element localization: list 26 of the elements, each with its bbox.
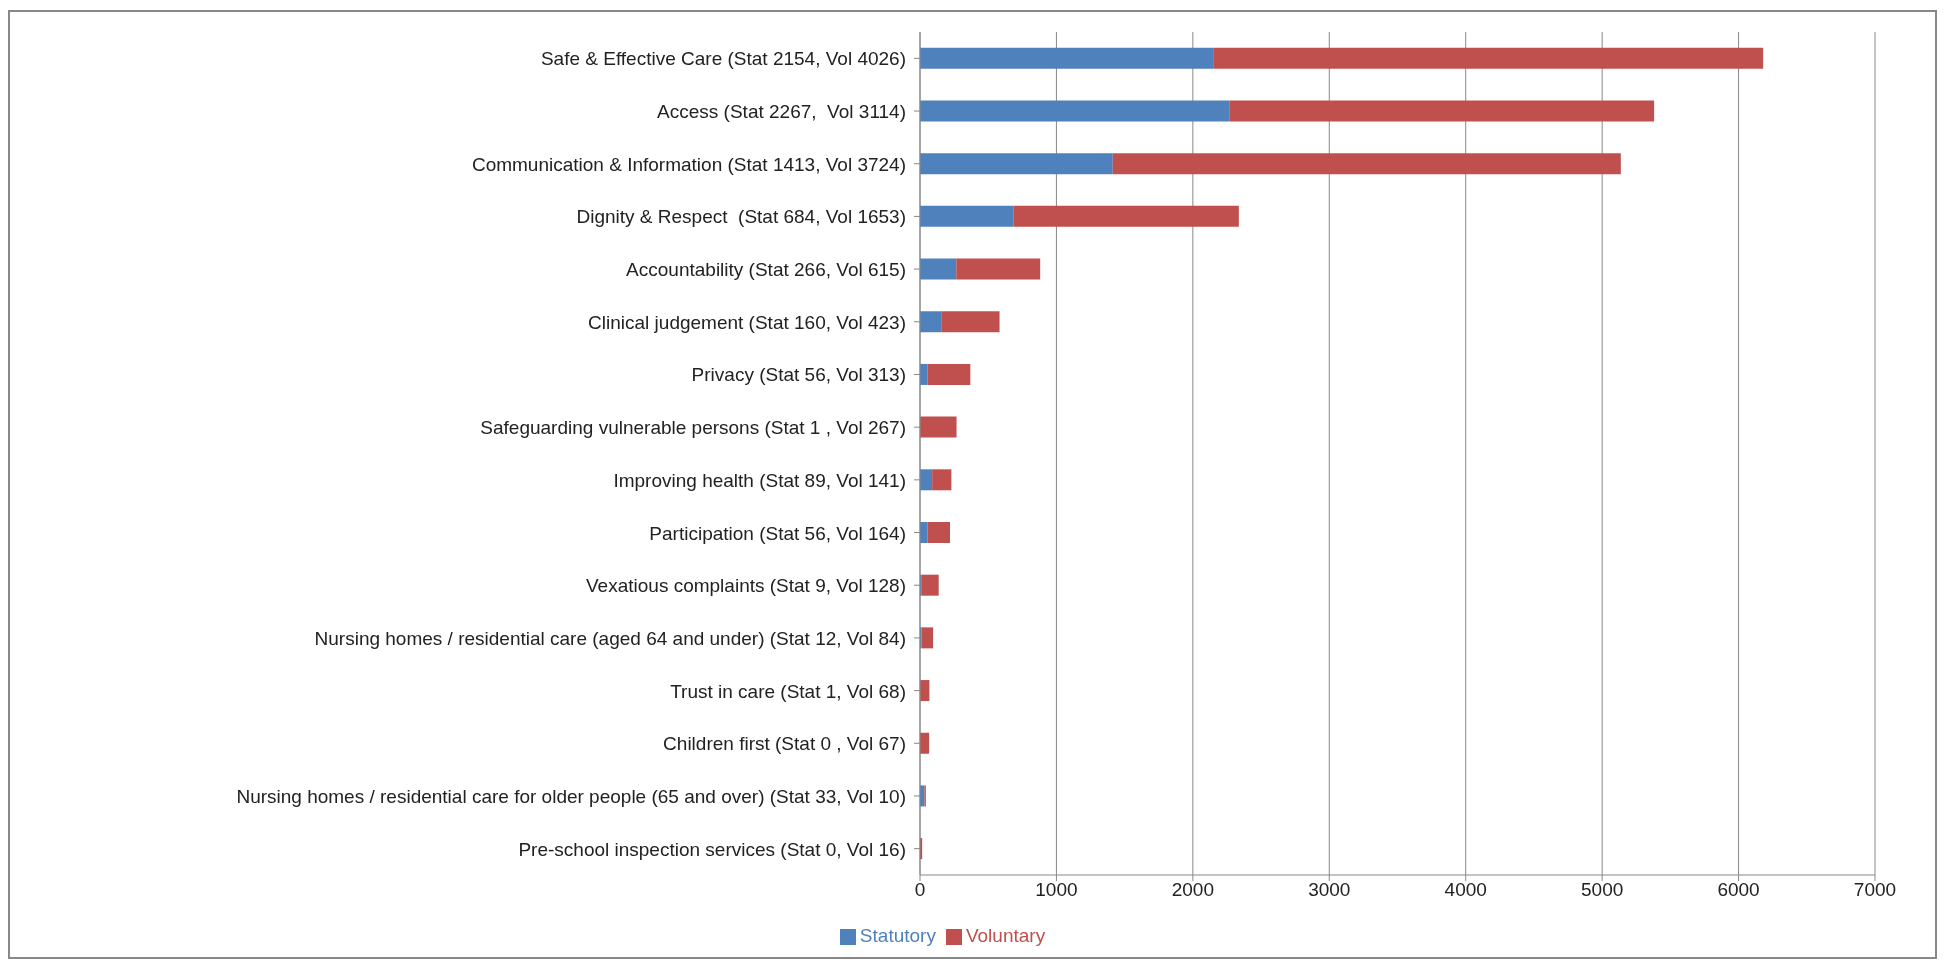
x-tick-label: 0: [914, 879, 926, 901]
x-tick-label: 5000: [1581, 879, 1624, 901]
y-tick-label: Trust in care (Stat 1, Vol 68): [670, 680, 906, 702]
x-tick-label: 3000: [1308, 879, 1351, 901]
y-tick-label: Pre-school inspection services (Stat 0, Vol 16): [518, 838, 906, 860]
x-tick-label: 7000: [1853, 879, 1897, 901]
y-tick-label: Clinical judgement (Stat 160, Vol 423): [588, 311, 906, 333]
y-tick-label: Accountability (Stat 266, Vol 615): [626, 259, 906, 281]
y-tick-label: Vexatious complaints (Stat 9, Vol 128): [585, 575, 906, 597]
x-tick-label: 2000: [1171, 879, 1214, 901]
y-tick-label: Participation (Stat 56, Vol 164): [649, 522, 906, 544]
y-tick-label: Privacy (Stat 56, Vol 313): [691, 364, 906, 386]
y-tick-label: Children first (Stat 0 , Vol 67): [663, 733, 906, 755]
x-tick-label: 1000: [1035, 879, 1078, 901]
y-tick-label: Nursing homes / residential care (aged 64 and under) (Stat 12, Vol 84): [314, 627, 906, 649]
y-tick-label: Communication & Information (Stat 1413, Vol 3724): [471, 153, 906, 175]
legend-label: Statutory: [859, 925, 936, 946]
y-tick-label: Safeguarding vulnerable persons (Stat 1 , Vol 267): [480, 417, 906, 439]
y-tick-label: Nursing homes / residential care for older people (65 and over) (Stat 33, Vol 10): [236, 785, 906, 807]
y-tick-label: Access (Stat 2267, Vol 3114): [657, 101, 906, 123]
y-tick-label: Improving health (Stat 89, Vol 141): [613, 469, 906, 491]
y-tick-label: Safe & Effective Care (Stat 2154, Vol 4026): [540, 48, 906, 70]
legend-label: Voluntary: [965, 925, 1046, 946]
x-tick-label: 6000: [1717, 879, 1760, 901]
x-tick-label: 4000: [1444, 879, 1487, 901]
y-tick-label: Dignity & Respect (Stat 684, Vol 1653): [576, 206, 906, 228]
